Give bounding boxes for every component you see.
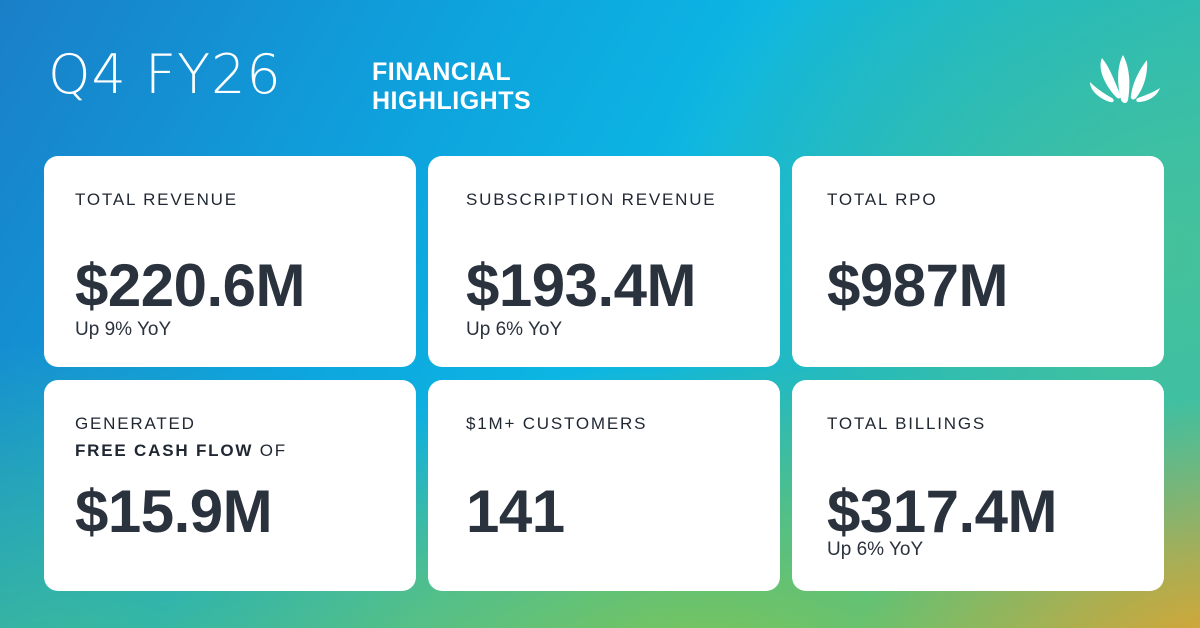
card-free-cash-flow: GENERATED FREE CASH FLOW OF $15.9M — [44, 380, 416, 591]
card-label: TOTAL REVENUE — [75, 190, 238, 209]
card-value: $317.4M — [827, 478, 1058, 545]
splash-logo-icon — [1090, 55, 1160, 103]
card-total-revenue: TOTAL REVENUE $220.6M Up 9% YoY — [44, 156, 416, 367]
card-label-suffix: OF — [253, 441, 287, 460]
card-label-bold: FREE CASH FLOW — [75, 441, 254, 460]
card-label: GENERATED FREE CASH FLOW OF — [75, 410, 416, 464]
card-value: 141 — [466, 478, 565, 545]
subtitle-line-2: HIGHLIGHTS — [372, 87, 532, 115]
page-title: Q4 FY26 — [48, 43, 282, 106]
card-label: TOTAL RPO — [827, 190, 938, 209]
card-label: TOTAL BILLINGS — [827, 414, 987, 433]
page-subtitle: FINANCIAL HIGHLIGHTS — [372, 58, 531, 116]
card-value: $15.9M — [75, 478, 273, 545]
subtitle-line-1: FINANCIAL — [372, 58, 512, 86]
card-subtext: Up 9% YoY — [75, 319, 172, 340]
card-total-billings: TOTAL BILLINGS $317.4M Up 6% YoY — [792, 380, 1164, 591]
card-label: SUBSCRIPTION REVENUE — [466, 190, 717, 209]
card-1m-customers: $1M+ CUSTOMERS 141 — [428, 380, 780, 591]
card-label: $1M+ CUSTOMERS — [466, 414, 648, 433]
card-label-line-1: GENERATED — [75, 414, 196, 433]
card-value: $220.6M — [75, 252, 306, 319]
card-subtext: Up 6% YoY — [466, 319, 563, 340]
card-total-rpo: TOTAL RPO $987M — [792, 156, 1164, 367]
card-subscription-revenue: SUBSCRIPTION REVENUE $193.4M Up 6% YoY — [428, 156, 780, 367]
card-value: $193.4M — [466, 252, 697, 319]
card-subtext: Up 6% YoY — [827, 539, 924, 560]
card-value: $987M — [827, 252, 1008, 319]
